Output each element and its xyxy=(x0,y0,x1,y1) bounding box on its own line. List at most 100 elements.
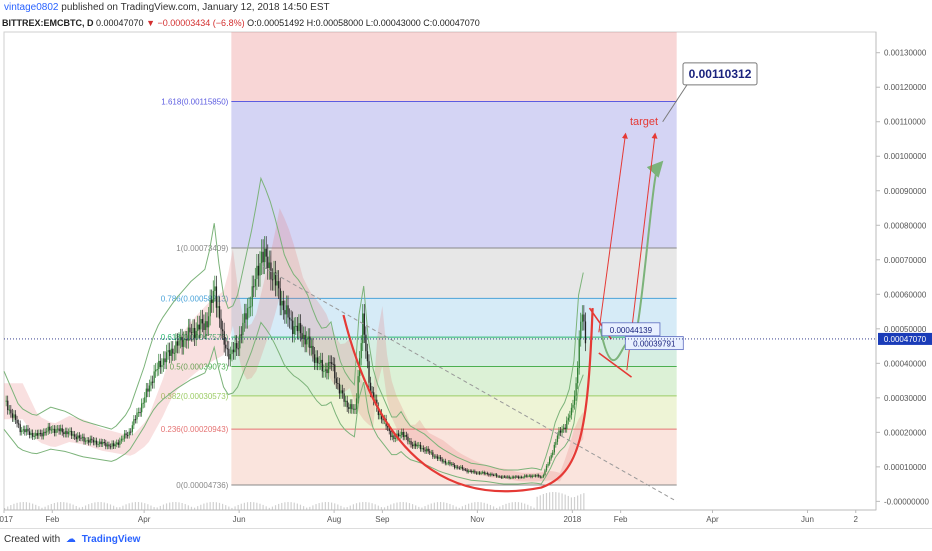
candle-body xyxy=(528,475,531,477)
price-chart[interactable]: 1.618(0.00115850) 1(0.00073409) 0.786(0.00… xyxy=(0,0,932,528)
candle-body xyxy=(229,354,232,360)
candle-body xyxy=(312,345,314,355)
candle-body xyxy=(136,412,138,420)
volume-bar xyxy=(228,506,230,510)
candle-body xyxy=(89,438,91,443)
candle-body xyxy=(575,383,577,396)
volume-bar xyxy=(13,503,15,510)
candle-body xyxy=(86,440,88,442)
volume-bar xyxy=(355,503,358,510)
candle-body xyxy=(304,334,306,345)
volume-bar xyxy=(549,492,551,510)
candle-body xyxy=(387,426,389,428)
candle-body xyxy=(525,475,527,477)
volume-bar xyxy=(427,504,429,510)
volume-bar xyxy=(22,502,24,510)
candle-body xyxy=(204,321,207,330)
username-link[interactable]: vintage0802 xyxy=(4,2,59,13)
candle-body xyxy=(46,431,48,433)
candle-body xyxy=(531,475,534,478)
candle-body xyxy=(558,430,560,436)
candle-body xyxy=(542,474,545,477)
candle-body xyxy=(288,317,291,320)
candle-body xyxy=(7,400,9,411)
brand-label[interactable]: TradingView xyxy=(81,534,141,545)
candle-body xyxy=(27,428,29,432)
candle-body xyxy=(334,364,336,379)
candle-body xyxy=(310,345,313,348)
candle-body xyxy=(346,400,348,408)
candle-body xyxy=(348,407,350,409)
volume-bar xyxy=(25,502,27,510)
volume-bar xyxy=(514,502,516,510)
volume-bar xyxy=(281,502,283,510)
y-tick-label: 0.00060000 xyxy=(884,290,927,299)
candle-body xyxy=(329,362,331,364)
candle-body xyxy=(295,325,297,327)
candle-body xyxy=(555,441,557,445)
cloud-band xyxy=(4,208,584,482)
candle-body xyxy=(36,433,38,436)
candle-body xyxy=(517,476,520,478)
candle-body xyxy=(24,429,26,433)
candle-body xyxy=(75,436,77,440)
created-with-label: Created with xyxy=(4,534,61,545)
candle-body xyxy=(155,369,157,372)
x-tick-label: Sep xyxy=(375,515,390,524)
candle-body xyxy=(477,472,479,474)
candle-body xyxy=(257,265,260,276)
candle-body xyxy=(561,429,563,433)
y-tick-label: 0.00130000 xyxy=(884,49,927,58)
candle-body xyxy=(159,360,162,368)
candle-body xyxy=(463,469,465,471)
time-axis: 2017 Feb Apr Jun Aug Sep Nov 2018 Feb Apr Jun 2 xyxy=(0,509,876,524)
candle-body xyxy=(77,435,79,440)
candle-body xyxy=(128,431,130,436)
candle-body xyxy=(324,369,327,371)
candle-body xyxy=(292,320,294,335)
volume-bar xyxy=(103,502,105,510)
candle-body xyxy=(142,402,144,404)
volume-bar xyxy=(337,504,339,510)
candle-body xyxy=(499,476,501,478)
volume-bar xyxy=(486,503,488,510)
candle-body xyxy=(524,475,526,478)
level-a-box xyxy=(601,322,661,337)
volume-bar xyxy=(147,504,149,510)
candle-body xyxy=(67,431,70,435)
volume-bar xyxy=(250,502,252,510)
x-tick-label: Apr xyxy=(138,515,151,524)
volume-bar xyxy=(440,502,442,510)
volume-bar xyxy=(567,495,569,510)
volume-bar xyxy=(306,507,308,510)
volume-bar xyxy=(318,503,320,510)
candle-body xyxy=(281,300,283,306)
candle-body xyxy=(175,341,177,353)
volume-bar xyxy=(359,502,361,510)
candle-body xyxy=(5,400,7,402)
drawings[interactable]: target 0.00110312 0.00044139 0.00039791 xyxy=(4,62,876,502)
candle-body xyxy=(390,430,392,438)
candle-body xyxy=(491,473,493,475)
candle-body xyxy=(363,313,365,335)
volume-bar xyxy=(415,505,417,510)
candle-body xyxy=(492,474,495,476)
candle-body xyxy=(299,323,302,334)
candle-body xyxy=(187,327,190,341)
volume-bar xyxy=(443,502,445,510)
volume-bar xyxy=(246,502,249,510)
volume-bar xyxy=(530,506,532,510)
volume-bar xyxy=(371,503,373,510)
candle-body xyxy=(14,414,17,420)
candle-body xyxy=(449,462,451,465)
candle-body xyxy=(83,436,85,442)
candle-body xyxy=(516,476,518,478)
volume-bar xyxy=(88,504,90,510)
candle-body xyxy=(144,397,146,403)
candle-body xyxy=(522,477,524,479)
candle-body xyxy=(70,430,73,436)
volume-bar xyxy=(583,493,585,510)
volume-bar xyxy=(555,492,557,510)
candle-body xyxy=(52,428,54,430)
candle-body xyxy=(60,428,62,432)
